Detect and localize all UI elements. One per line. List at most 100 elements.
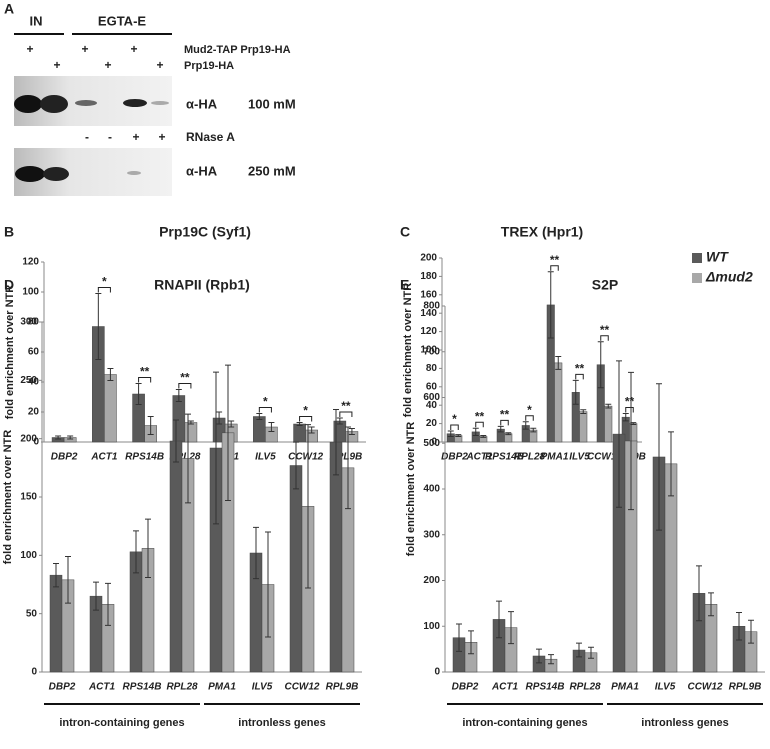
y-axis-label: fold enrichment over NTR	[402, 283, 414, 418]
legend-label: Δmud2	[705, 269, 753, 285]
error-bar	[173, 419, 179, 463]
bar	[184, 422, 198, 443]
significance-label: *	[102, 275, 107, 289]
y-tick-label: 300	[20, 317, 37, 328]
y-tick-label: 100	[22, 287, 39, 298]
bar	[169, 440, 183, 673]
lane-sign: -	[85, 130, 89, 144]
error-bar	[67, 435, 74, 440]
x-tick-label: CCW12	[284, 682, 319, 693]
bar	[293, 423, 306, 443]
error-bar	[55, 435, 62, 440]
x-tick-label: RPS14B	[485, 452, 524, 463]
significance-label: **	[625, 395, 635, 409]
bar	[579, 411, 588, 443]
panel-letter: C	[400, 224, 410, 240]
error-bar	[748, 619, 754, 644]
error-bar	[605, 403, 612, 409]
x-tick-label: ILV5	[655, 682, 676, 693]
chart-title: S2P	[592, 277, 618, 293]
y-axis-label: fold enrichment over NTR	[2, 430, 14, 565]
error-bar	[572, 379, 579, 405]
x-tick-label: CCW12	[587, 452, 622, 463]
y-axis-label: fold enrichment over NTR	[4, 285, 16, 420]
y-tick-label: 120	[22, 257, 39, 268]
significance-bracket	[299, 416, 313, 422]
significance-label: *	[303, 404, 308, 418]
x-tick-label: RPL9B	[326, 682, 359, 693]
x-tick-label: RPL28	[569, 682, 601, 693]
error-bar	[548, 654, 554, 665]
x-tick-label: RPL28	[169, 452, 201, 463]
antibody: α-HA	[186, 163, 218, 178]
panel-letter: E	[400, 277, 409, 293]
group-label: intronless genes	[238, 717, 325, 729]
y-tick-label: 100	[423, 621, 440, 632]
x-tick-label: ACT1	[90, 452, 118, 463]
error-bar	[656, 383, 662, 531]
x-tick-label: DBP2	[49, 682, 76, 693]
x-tick-label: CCW12	[687, 682, 722, 693]
panel-letter: B	[4, 224, 14, 240]
lane-sign: +	[26, 42, 33, 56]
significance-label: *	[263, 395, 268, 409]
error-bar	[522, 421, 529, 430]
significance-bracket	[575, 373, 584, 380]
x-tick-label: RPL28	[166, 682, 198, 693]
error-bar	[147, 416, 154, 435]
significance-label: **	[140, 365, 150, 379]
error-bar	[576, 642, 582, 658]
y-tick-label: 300	[423, 529, 440, 540]
significance-bracket	[600, 335, 609, 341]
group-label: intron-containing genes	[462, 717, 587, 729]
error-bar	[95, 293, 102, 360]
significance-label: *	[452, 412, 457, 426]
lane-sign: +	[156, 58, 163, 72]
error-bar	[268, 422, 275, 432]
significance-label: **	[600, 323, 610, 337]
lane-sign: +	[81, 42, 88, 56]
significance-bracket	[450, 424, 459, 430]
y-tick-label: 150	[20, 492, 37, 503]
error-bar	[265, 531, 271, 638]
significance-bracket	[339, 411, 353, 417]
y-tick-label: 60	[28, 347, 40, 358]
error-bar	[496, 600, 502, 639]
bar	[554, 362, 563, 443]
x-tick-label: RPL28	[514, 452, 546, 463]
y-tick-label: 0	[33, 437, 39, 448]
salt: 100 mM	[248, 96, 296, 111]
error-bar	[333, 409, 339, 476]
error-bar	[345, 426, 351, 510]
error-bar	[696, 565, 702, 622]
significance-bracket	[525, 415, 534, 421]
y-tick-label: 50	[26, 608, 38, 619]
error-bar	[468, 630, 474, 655]
y-tick-label: 200	[420, 253, 437, 264]
bar	[172, 395, 186, 443]
error-bar	[736, 612, 742, 641]
error-bar	[580, 409, 587, 414]
error-bar	[668, 431, 674, 497]
error-bar	[336, 417, 343, 425]
chart-title: TREX (Hpr1)	[501, 224, 583, 240]
lane-sign: +	[130, 42, 137, 56]
error-bar	[107, 368, 114, 381]
x-tick-label: RPL9B	[729, 682, 762, 693]
x-tick-label: ILV5	[569, 452, 590, 463]
y-tick-label: 20	[28, 407, 40, 418]
strain-label: Prp19-HA	[184, 60, 234, 72]
error-bar	[447, 430, 454, 437]
error-bar	[555, 355, 562, 370]
error-bar	[135, 383, 142, 405]
error-bar	[616, 360, 622, 508]
header: IN	[30, 13, 43, 28]
significance-bracket	[138, 377, 152, 383]
x-tick-label: ACT1	[88, 682, 116, 693]
x-tick-label: ILV5	[252, 682, 273, 693]
y-tick-label: 0	[31, 667, 37, 678]
y-tick-label: 500	[423, 438, 440, 449]
y-tick-label: 250	[20, 375, 37, 386]
error-bar	[497, 425, 504, 433]
error-bar	[185, 413, 191, 504]
